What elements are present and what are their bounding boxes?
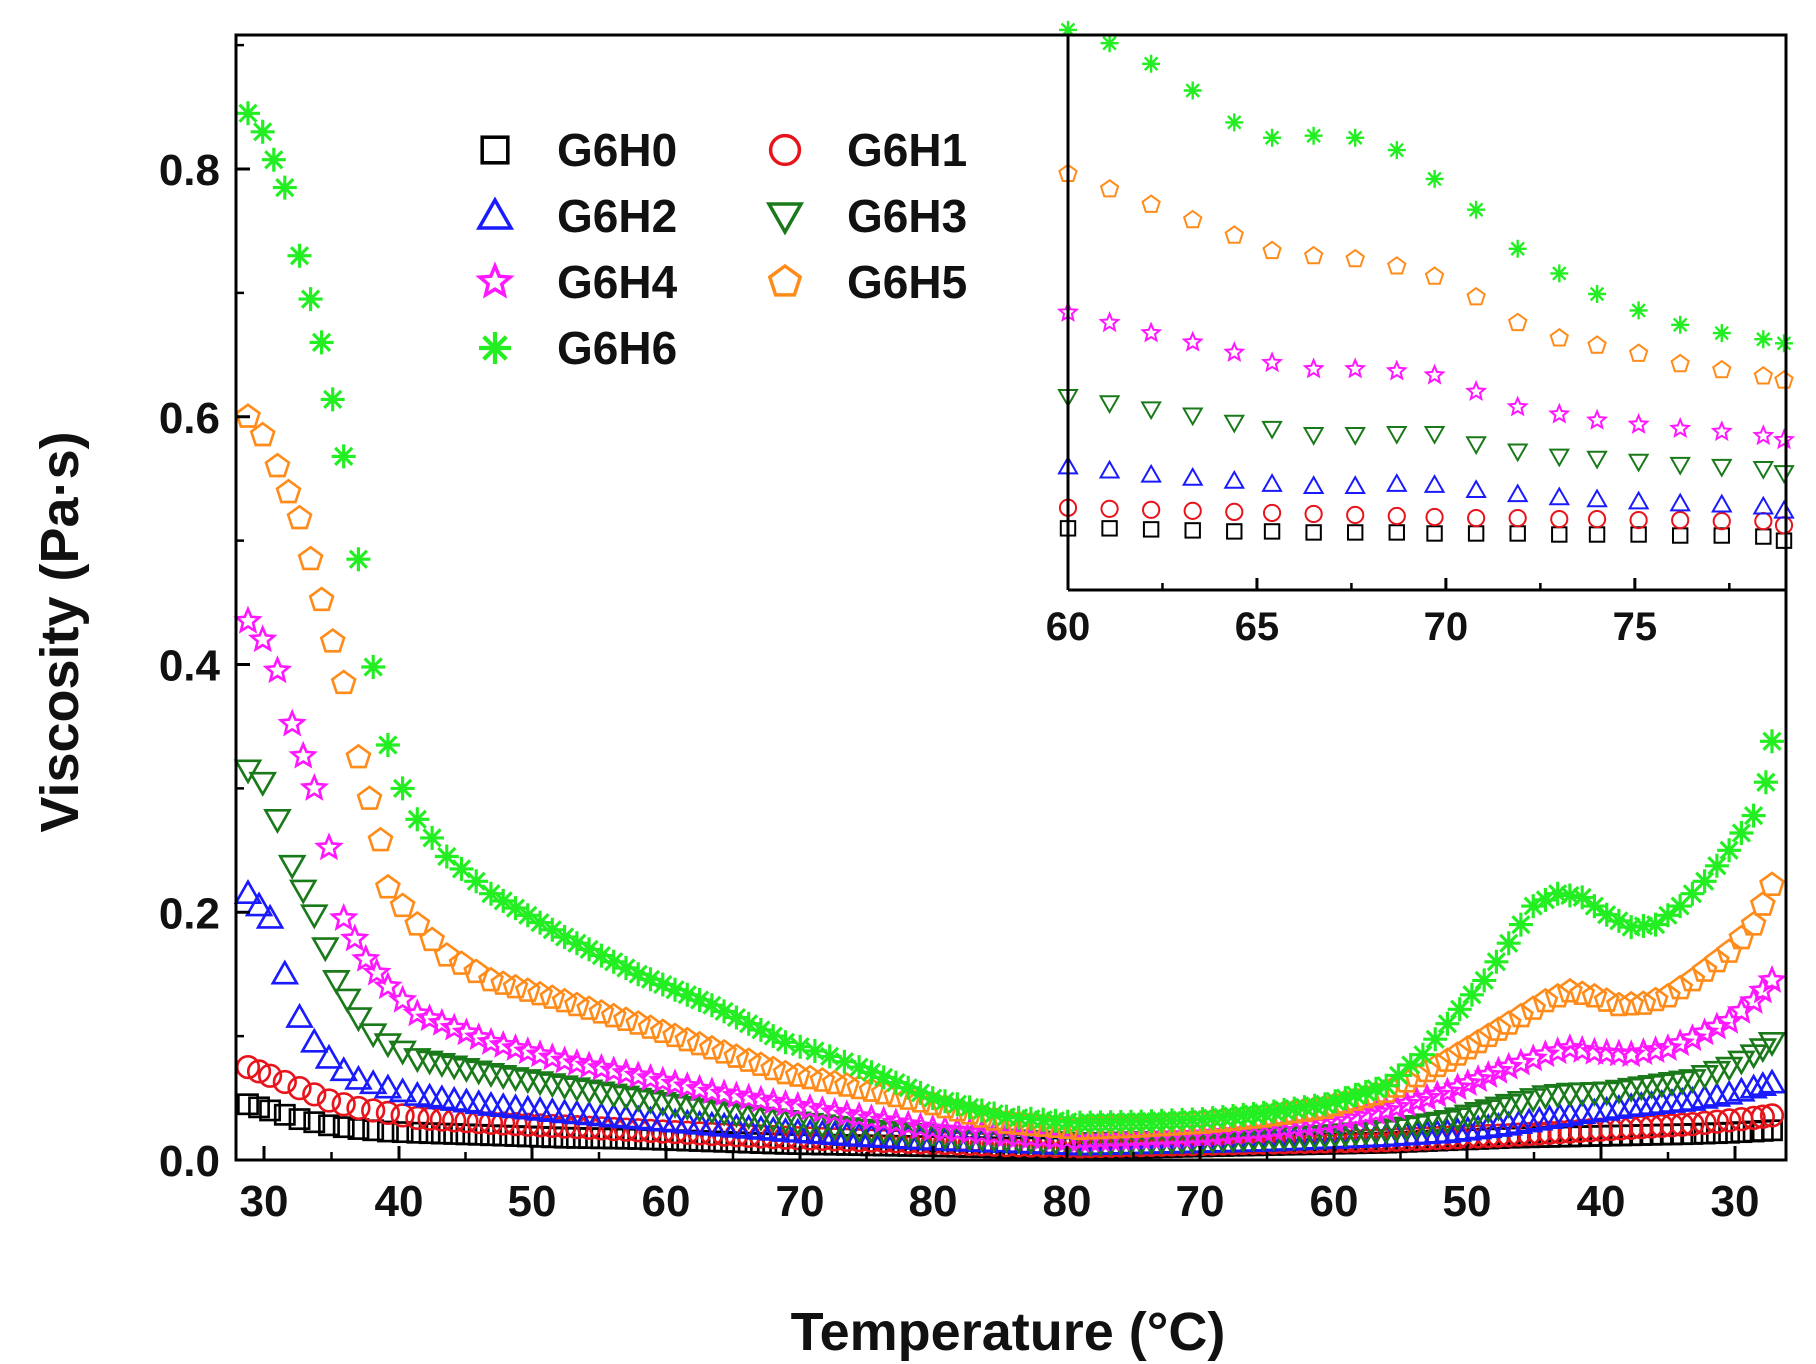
data-point [1448,997,1472,1021]
y-tick-label: 0.4 [159,642,221,691]
x-tick-label: 80 [909,1177,958,1226]
data-point [1411,1043,1435,1067]
x-tick-label: 40 [375,1177,424,1226]
inset-x-tick-label: 70 [1424,605,1469,649]
data-point [1717,838,1741,862]
data-point [1497,931,1521,955]
inset-data-point [1509,240,1527,258]
data-point [251,120,275,144]
legend-label: G6H5 [847,256,967,308]
x-tick-label: 60 [1310,1177,1359,1226]
data-point [450,857,474,881]
y-tick-label: 0.2 [159,889,220,938]
x-tick-label: 50 [508,1177,557,1226]
data-point [332,444,356,468]
legend-label: G6H3 [847,190,967,242]
inset-data-point [1101,34,1119,52]
data-point [1742,804,1766,828]
data-point [262,148,286,172]
inset-data-point [1346,129,1364,147]
data-point [464,869,488,893]
data-point [1754,770,1778,794]
data-point [1423,1027,1447,1051]
data-point [346,547,370,571]
data-point [236,101,260,125]
x-tick-label: 40 [1577,1177,1626,1226]
data-point [1729,821,1753,845]
data-point [1484,950,1508,974]
inset-x-tick-label: 65 [1235,605,1280,649]
legend-label: G6H6 [557,322,677,374]
x-axis-title: Temperature (°C) [791,1302,1226,1362]
legend-marker [479,332,511,364]
inset-data-point [1588,285,1606,303]
inset-x-tick-label: 75 [1613,605,1658,649]
data-point [1509,913,1533,937]
legend-label: G6H0 [557,124,677,176]
inset-data-point [1775,334,1793,352]
legend-label: G6H4 [557,256,678,308]
inset-data-point [1671,316,1689,334]
y-tick-label: 0.6 [159,394,220,443]
data-point [1760,729,1784,753]
x-tick-label: 30 [240,1177,289,1226]
legend-label: G6H1 [847,124,967,176]
legend-label: G6H2 [557,190,677,242]
data-point [376,733,400,757]
data-point [1472,968,1496,992]
x-tick-label: 70 [1176,1177,1225,1226]
y-tick-label: 0.8 [159,146,220,195]
data-point [310,330,334,354]
data-point [288,244,312,268]
inset-data-point [1184,82,1202,100]
inset-data-point [1754,330,1772,348]
inset-background [1068,35,1786,590]
viscosity-chart: 60 65 70 75 30 40 50 60 70 80 80 70 60 50 40 30 0.0 0.2 0… [0,0,1816,1364]
x-tick-label: 70 [776,1177,825,1226]
x-tick-label: 30 [1711,1177,1760,1226]
data-point [273,176,297,200]
data-point [420,826,444,850]
y-tick-label: 0.0 [159,1137,220,1186]
inset-data-point [1263,129,1281,147]
inset-plot: 60 65 70 75 [1046,21,1793,649]
data-point [299,287,323,311]
data-point [1705,854,1729,878]
x-tick-label: 50 [1443,1177,1492,1226]
data-point [321,387,345,411]
y-axis-title: Viscosity (Pa·s) [30,431,90,832]
data-point [435,845,459,869]
data-point [391,776,415,800]
data-point [1693,869,1717,893]
inset-x-tick-label: 60 [1046,605,1091,649]
inset-data-point [1426,170,1444,188]
inset-data-point [1388,141,1406,159]
x-tick-label: 60 [642,1177,691,1226]
x-tick-label: 80 [1043,1177,1092,1226]
data-point [361,655,385,679]
